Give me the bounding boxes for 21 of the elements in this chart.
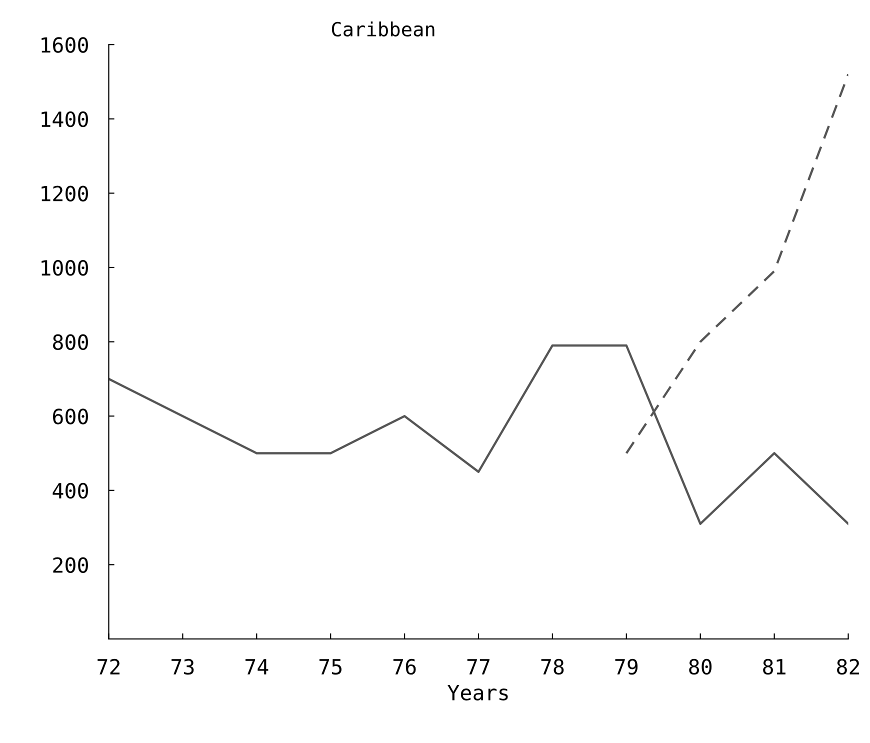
y-tick-label: 1600 [42,37,88,53]
x-tick-label: 82 [837,658,860,675]
y-tick-label: 1400 [42,111,88,128]
y-tick-label: 1200 [42,186,88,202]
x-tick-label: 78 [541,658,564,675]
y-tick-label: 200 [53,557,88,573]
y-tick-label: 400 [52,482,88,499]
x-tick-label: 75 [319,659,342,675]
x-tick-label: 74 [246,659,268,674]
y-tick-label: 1000 [42,260,88,276]
x-axis-title: Years [448,685,508,700]
x-tick-label: 77 [467,659,490,674]
x-tick-label: 80 [689,658,712,675]
x-tick-label: 79 [615,658,638,675]
chart-title: Caribbean [332,21,434,37]
x-tick-label: 73 [172,658,194,675]
y-tick-label: 600 [53,408,88,424]
y-tick-label: 800 [53,334,88,350]
x-tick-label: 76 [393,658,416,675]
x-tick-label: 81 [763,658,786,675]
x-tick-label: 72 [98,658,120,674]
